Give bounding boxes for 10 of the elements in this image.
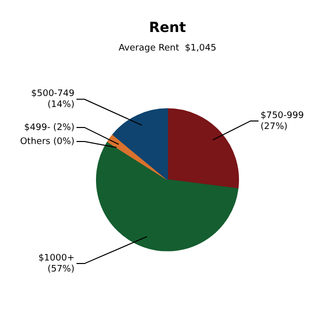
data-label: (14%) — [47, 100, 74, 110]
slice-label: $500-749 — [31, 89, 75, 100]
slice-label: $1000+ — [38, 253, 74, 264]
slice-label: $499- (2%) — [24, 122, 74, 133]
chart-subtitle: Average Rent $1,045 — [118, 44, 216, 54]
chart-title: Rent — [149, 20, 186, 36]
data-label: (57%) — [47, 264, 74, 274]
slice-label: $750-999 — [260, 110, 304, 121]
data-label: (27%) — [260, 122, 288, 132]
legend-label: Others (0%) — [20, 136, 74, 147]
